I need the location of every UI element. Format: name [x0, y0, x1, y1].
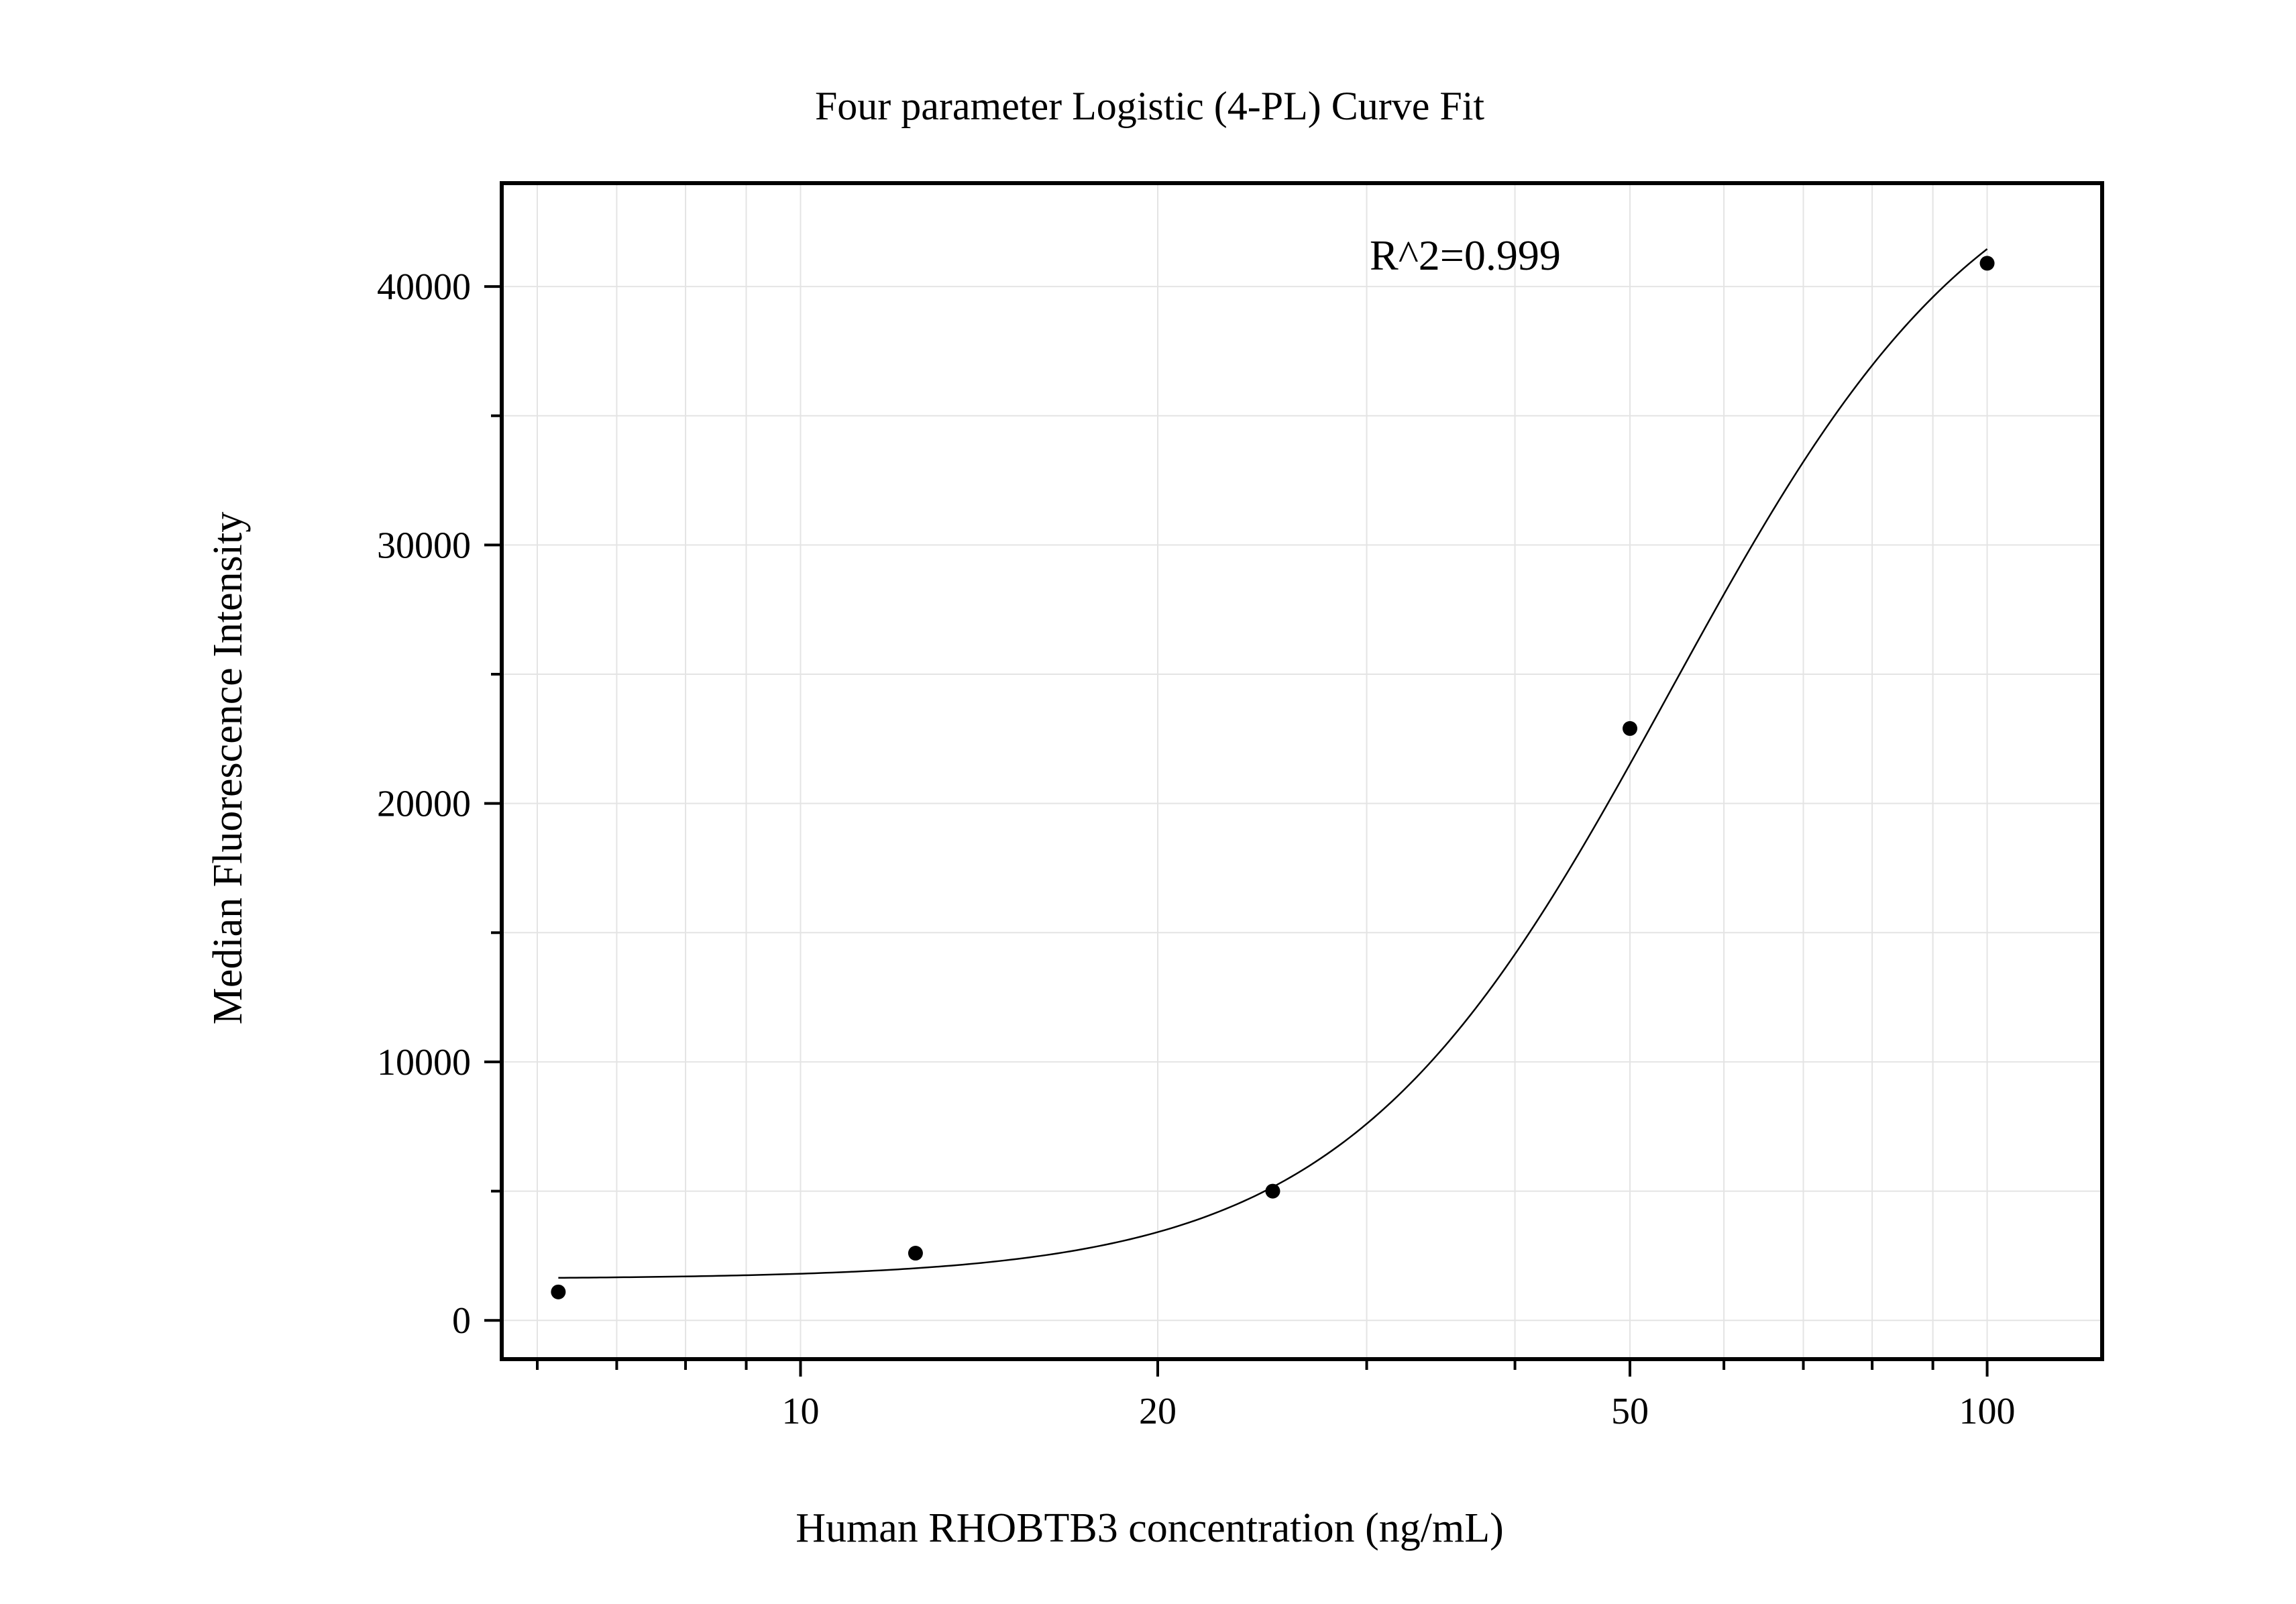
- data-point: [1265, 1183, 1280, 1199]
- y-axis-label: Median Fluorescence Intensity: [205, 512, 251, 1024]
- chart-title: Four parameter Logistic (4-PL) Curve Fit: [815, 84, 1484, 128]
- x-tick-label: 50: [1611, 1391, 1649, 1432]
- data-points: [551, 256, 1995, 1299]
- x-axis-label: Human RHOBTB3 concentration (ng/mL): [796, 1505, 1504, 1551]
- x-tick-label: 100: [1959, 1391, 2016, 1432]
- data-point: [1979, 256, 1995, 271]
- data-point: [908, 1246, 923, 1261]
- data-point: [551, 1284, 566, 1299]
- r-squared-annotation: R^2=0.999: [1370, 231, 1561, 279]
- y-tick-label: 20000: [377, 784, 471, 825]
- plot-frame: [500, 181, 2104, 1361]
- y-tick-label: 40000: [377, 266, 471, 308]
- y-tick-label: 30000: [377, 525, 471, 566]
- data-point: [1623, 720, 1638, 736]
- axis-ticks: 10 20 50 100 0 10000 20000 30000 40000: [377, 266, 2016, 1432]
- x-tick-label: 10: [781, 1391, 819, 1432]
- y-tick-label: 10000: [377, 1042, 471, 1083]
- x-tick-label: 20: [1139, 1391, 1177, 1432]
- y-tick-label: 0: [452, 1300, 471, 1342]
- fit-curve: [558, 248, 1988, 1279]
- grid-lines: [502, 183, 2102, 1359]
